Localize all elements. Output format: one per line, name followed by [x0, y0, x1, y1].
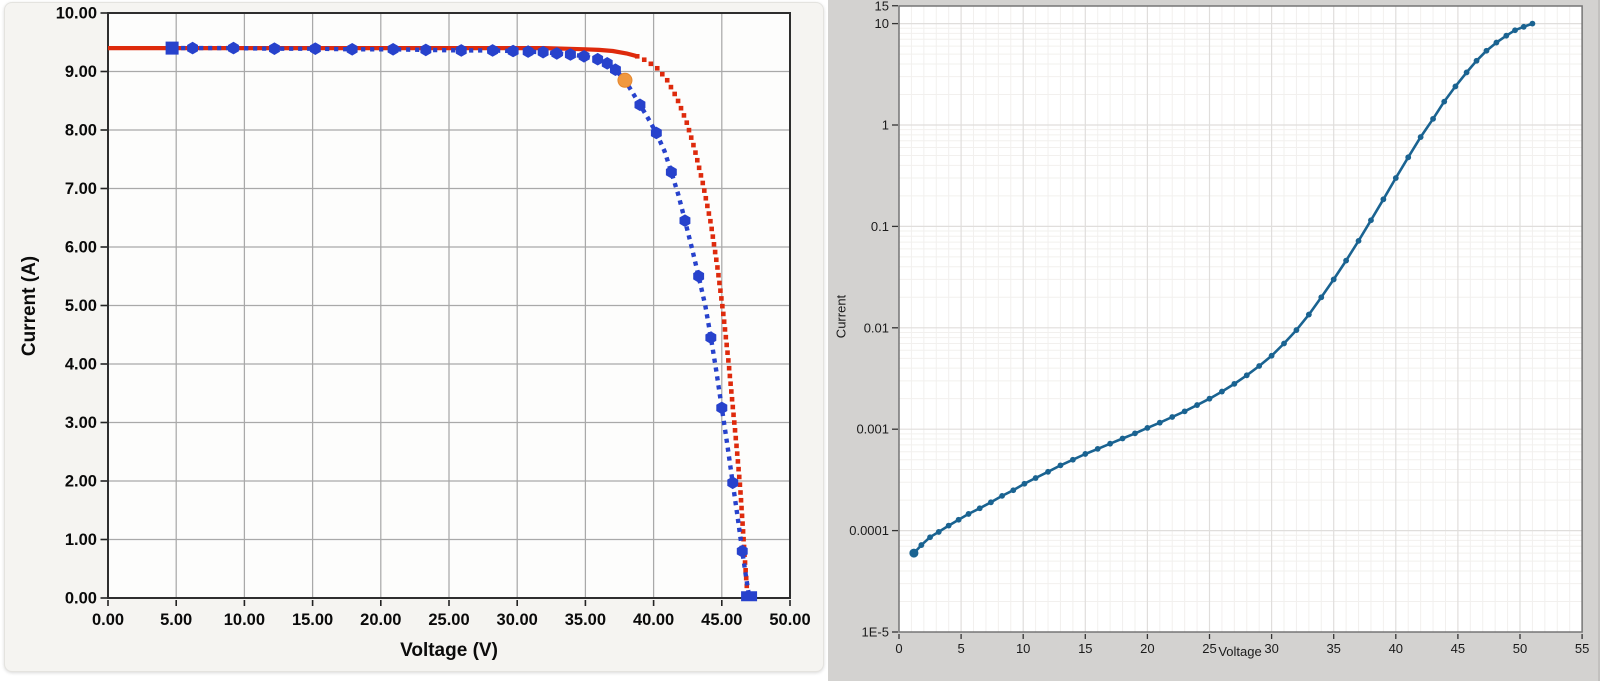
svg-text:35: 35	[1326, 641, 1340, 656]
iv-y-axis-title: Current (A)	[19, 255, 40, 357]
iv-curve-chart: 0.00 5.00 10.00 15.00 20.00 25.00 30.00 35.00 40…	[56, 5, 811, 630]
svg-text:10.00: 10.00	[56, 5, 97, 23]
svg-text:5.00: 5.00	[65, 297, 97, 315]
svg-text:20.00: 20.00	[360, 611, 401, 629]
svg-text:50.00: 50.00	[769, 611, 810, 629]
svg-text:10: 10	[1016, 641, 1030, 656]
svg-text:0.1: 0.1	[871, 219, 889, 234]
svg-text:0.0001: 0.0001	[849, 523, 889, 538]
svg-text:0.01: 0.01	[864, 320, 889, 335]
svg-text:15: 15	[1078, 641, 1092, 656]
svg-text:30: 30	[1264, 641, 1278, 656]
svg-text:4.00: 4.00	[65, 356, 97, 374]
svg-text:40.00: 40.00	[633, 611, 674, 629]
svg-text:10: 10	[875, 16, 889, 31]
svg-text:3.00: 3.00	[65, 414, 97, 432]
svg-text:0.001: 0.001	[856, 422, 889, 437]
svg-text:50: 50	[1513, 641, 1527, 656]
svg-text:1: 1	[882, 118, 889, 133]
svg-text:30.00: 30.00	[497, 611, 538, 629]
svg-text:9.00: 9.00	[65, 63, 97, 81]
svg-text:1.00: 1.00	[65, 531, 97, 549]
svg-text:20: 20	[1140, 641, 1154, 656]
svg-text:5: 5	[957, 641, 964, 656]
svg-text:55: 55	[1575, 641, 1589, 656]
svg-text:6.00: 6.00	[65, 239, 97, 257]
log-y-axis-title: Current	[833, 294, 849, 339]
svg-text:8.00: 8.00	[65, 122, 97, 140]
svg-text:2.00: 2.00	[65, 473, 97, 491]
svg-text:7.00: 7.00	[65, 180, 97, 198]
svg-text:45: 45	[1451, 641, 1465, 656]
svg-text:15.00: 15.00	[292, 611, 333, 629]
svg-text:5.00: 5.00	[160, 611, 192, 629]
svg-text:0.00: 0.00	[92, 611, 124, 629]
svg-text:1E-5: 1E-5	[862, 625, 889, 640]
svg-text:10.00: 10.00	[224, 611, 265, 629]
svg-text:25.00: 25.00	[428, 611, 469, 629]
svg-text:0: 0	[895, 641, 902, 656]
svg-text:40: 40	[1389, 641, 1403, 656]
svg-text:15: 15	[875, 0, 889, 13]
log-x-axis-title: Voltage	[1218, 644, 1262, 659]
svg-text:0.00: 0.00	[65, 590, 97, 608]
svg-text:35.00: 35.00	[565, 611, 606, 629]
svg-text:25: 25	[1202, 641, 1216, 656]
log-iv-chart: 0 5 10 15 20 25 30 35 40 45 50 55 15 10 1 0.1 0.01 0.001 0…	[849, 0, 1589, 656]
iv-x-axis-title: Voltage (V)	[400, 640, 498, 661]
svg-text:45.00: 45.00	[701, 611, 742, 629]
